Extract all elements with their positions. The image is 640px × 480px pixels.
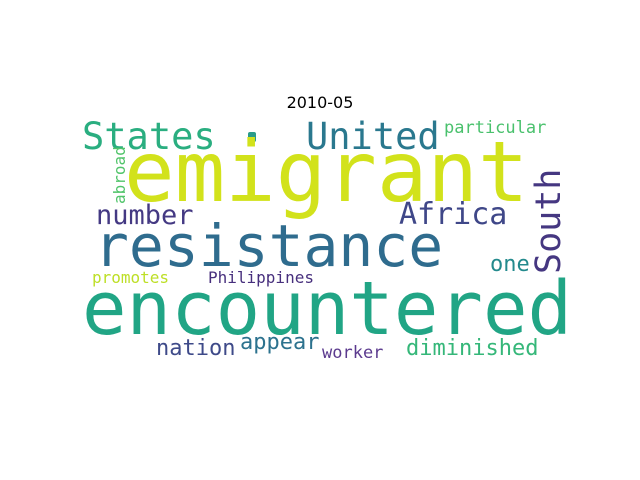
word-africa: Africa (399, 197, 508, 232)
word-emigrant: emigrant (124, 123, 529, 221)
word-abroad: abroad (110, 146, 129, 204)
word-number: number (96, 200, 194, 231)
word-worker: worker (322, 343, 384, 363)
word-one: one (490, 252, 530, 277)
word-philippines: Philippines (208, 268, 314, 287)
word-appear: appear (240, 330, 320, 355)
word-particular: particular (444, 118, 547, 138)
word-promotes: promotes (92, 268, 170, 287)
word-nation: nation (156, 336, 236, 361)
word-resistance: resistance (94, 212, 444, 280)
word-encountered: encountered (82, 266, 573, 352)
word-south: South (529, 168, 569, 274)
word-united: United (306, 115, 440, 158)
accent-dot (248, 132, 256, 142)
word-states: States (82, 115, 216, 158)
word-diminished: diminished (406, 336, 539, 361)
figure-title: 2010-05 (286, 93, 354, 112)
word-cloud: States United particular emigrant abroad… (80, 115, 572, 363)
